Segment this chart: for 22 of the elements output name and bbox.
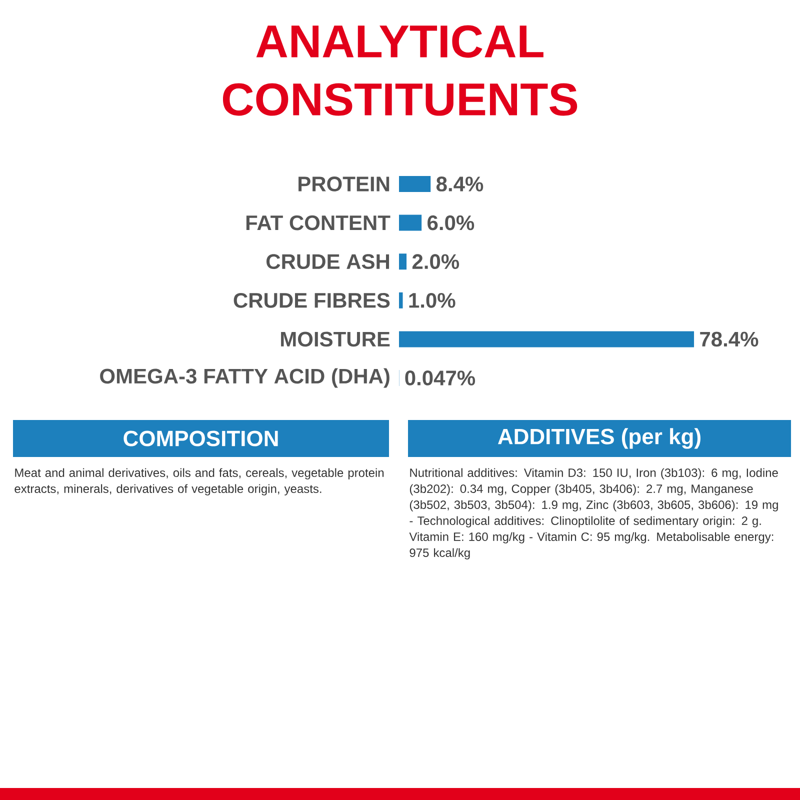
data-label: 0.047% [405,370,476,386]
bar [399,254,407,270]
y-tick-label: PROTEIN [298,176,390,192]
data-label: 8.4% [436,176,484,192]
text: ADDITIVES (per kg) [498,428,700,449]
y-tick-label: CRUDE ASH [266,254,390,270]
text: Nutritional additives: Vitamin D3: 150 IU, Iron (3b103): 6 mg, Iodine (3b202): 0.34 mg, Copper (3b405, 3b406): 2.7 mg, Manganese (3b502, 3b503, 3b504): 1.9 mg, Zinc (3b603, 3b605, 3b606): 19 mg - Technological additives: Clinoptilolite of sedimentary origin: 2 g. Vitamin E: 160 mg/kg - Vitamin C: 95 mg/kg. Metabolisable energy: 975 kcal/kg [409,468,778,560]
bar [399,176,431,192]
chart-title: ANALYTICAL CONSTITUENTS [222,25,578,116]
text: Meat and animal derivatives, oils and fats, cereals, vegetable protein extracts, minerals, derivatives of vegetable origin, yeasts. [14,468,384,496]
bar [399,331,694,348]
data-label: 78.4% [700,332,758,347]
y-tick-label: CRUDE FIBRES [234,292,390,308]
y-tick-label: OMEGA-3 FATTY ACID (DHA) [100,368,390,388]
bar [399,292,403,308]
y-tick-label: FAT CONTENT [246,215,390,230]
data-label: 6.0% [428,215,474,230]
bar [399,214,422,231]
text: COMPOSITION [124,430,278,446]
data-label: 1.0% [409,292,456,308]
data-label: 2.0% [412,254,460,270]
y-tick-label: MOISTURE [281,332,390,347]
